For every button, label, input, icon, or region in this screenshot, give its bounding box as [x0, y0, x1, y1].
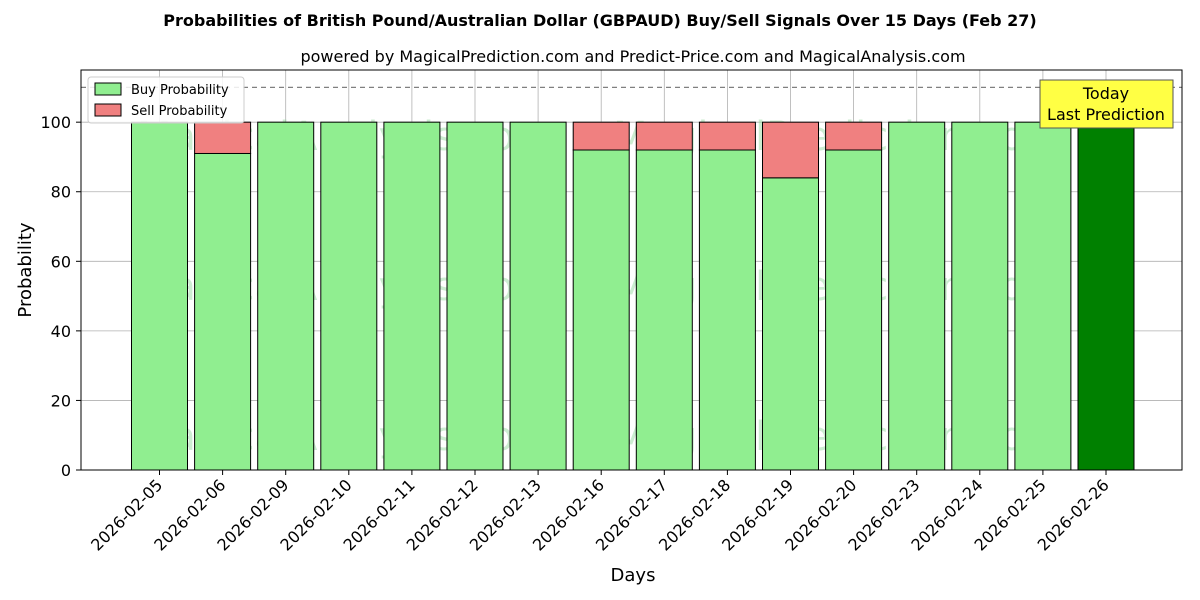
legend-box — [87, 76, 245, 124]
bar-buy-2026-02-05 — [131, 121, 188, 471]
today-annotation-line1: Today — [1082, 84, 1129, 103]
bar-sell-2026-02-06 — [194, 121, 252, 154]
bar-buy-2026-02-26 — [1077, 121, 1135, 471]
legend-label-buy: Buy Probability — [131, 83, 229, 98]
today-annotation-box — [1039, 79, 1174, 129]
bar-sell-2026-02-16 — [572, 121, 630, 151]
x-axis-label: Days — [611, 565, 656, 586]
bar-buy-2026-02-06 — [194, 152, 252, 471]
bar-buy-2026-02-20 — [825, 149, 883, 471]
chart-title: Probabilities of British Pound/Australia… — [163, 11, 1037, 30]
bar-buy-2026-02-12 — [446, 121, 504, 471]
today-annotation-line2: Last Prediction — [1047, 105, 1165, 124]
y-tick-label: 60 — [51, 252, 71, 271]
bar-sell-2026-02-17 — [635, 121, 693, 151]
x-axis: 2026-02-052026-02-062026-02-092026-02-10… — [87, 470, 1113, 555]
bars — [131, 121, 1135, 471]
legend-label-sell: Sell Probability — [131, 104, 228, 119]
bar-sell-2026-02-20 — [825, 121, 883, 151]
bar-buy-2026-02-24 — [951, 121, 1009, 471]
bar-buy-2026-02-23 — [888, 121, 946, 471]
legend: Buy Probability Sell Probability — [87, 76, 245, 124]
bar-buy-2026-02-25 — [1014, 121, 1072, 471]
bar-buy-2026-02-11 — [383, 121, 441, 471]
bar-buy-2026-02-10 — [320, 121, 378, 471]
plot-frame — [80, 69, 1183, 471]
y-tick-label: 0 — [61, 461, 71, 480]
y-tick-label: 100 — [40, 113, 71, 132]
bar-buy-2026-02-19 — [762, 177, 819, 471]
y-tick-label: 40 — [51, 322, 71, 341]
bar-buy-2026-02-09 — [257, 121, 315, 471]
today-annotation: Today Last Prediction — [1039, 79, 1174, 129]
legend-swatch-buy — [94, 82, 122, 96]
y-tick-label: 80 — [51, 183, 71, 202]
bar-sell-2026-02-19 — [762, 121, 819, 179]
bar-buy-2026-02-17 — [635, 149, 693, 471]
bar-buy-2026-02-13 — [509, 121, 567, 471]
legend-swatch-sell — [94, 103, 122, 117]
y-axis: 0 20 40 60 80 100 — [40, 113, 81, 480]
bar-buy-2026-02-18 — [698, 149, 756, 471]
bar-buy-2026-02-16 — [572, 149, 630, 471]
y-axis-label: Probability — [15, 222, 36, 317]
chart-subtitle: powered by MagicalPrediction.com and Pre… — [300, 47, 965, 66]
bar-sell-2026-02-18 — [698, 121, 756, 151]
y-tick-label: 20 — [51, 391, 71, 410]
